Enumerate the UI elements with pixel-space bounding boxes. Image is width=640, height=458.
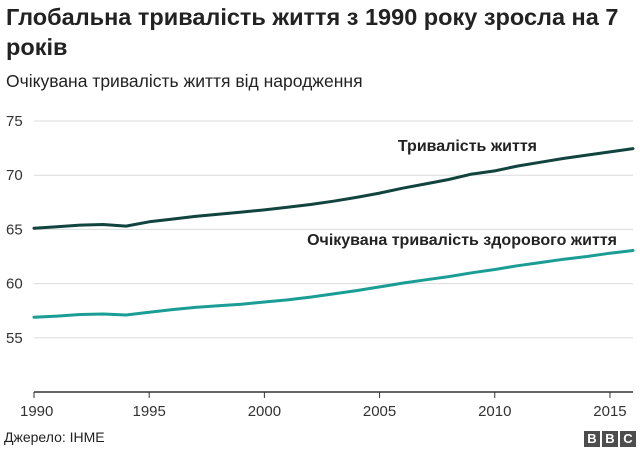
series-line-healthy-life-expectancy — [32, 249, 635, 319]
y-tick-label: 75 — [6, 113, 23, 130]
x-tick-label: 1990 — [20, 403, 53, 420]
series-lines — [32, 147, 635, 319]
bbc-logo-letter: C — [620, 431, 636, 447]
x-tick-label: 2015 — [593, 403, 626, 420]
bbc-logo-letter: B — [602, 431, 618, 447]
series-label-healthy-life-expectancy: Очікувана тривалість здорового життя — [307, 232, 617, 249]
x-tick-labels: 1990 1995 2000 2005 2010 2015 — [20, 392, 627, 420]
y-tick-labels: 55 60 65 70 75 — [6, 113, 23, 347]
series-label-life-expectancy: Тривалість життя — [398, 138, 537, 155]
x-tick-label: 2000 — [248, 403, 281, 420]
x-tick-label: 2005 — [363, 403, 396, 420]
chart-title: Глобальна тривалість життя з 1990 року з… — [6, 4, 619, 60]
source-note: Джерело: IHME — [4, 429, 105, 445]
series-line-life-expectancy — [32, 147, 635, 230]
x-tick-label: 2010 — [478, 403, 511, 420]
gridlines — [34, 120, 633, 339]
x-tick-label: 1995 — [133, 403, 166, 420]
bbc-logo-letter: B — [584, 431, 600, 447]
bbc-logo: B B C — [584, 431, 636, 447]
y-tick-label: 60 — [6, 276, 23, 293]
y-tick-label: 55 — [6, 330, 23, 347]
y-tick-label: 65 — [6, 221, 23, 238]
chart-subtitle: Очікувана тривалість життя від народженн… — [6, 71, 363, 91]
y-tick-label: 70 — [6, 167, 23, 184]
